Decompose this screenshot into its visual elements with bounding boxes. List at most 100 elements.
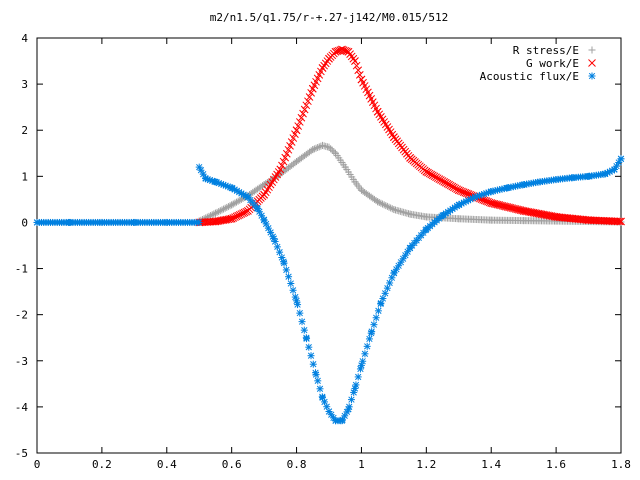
data-point [406,154,414,162]
data-point [213,208,221,216]
y-tick-label: 0 [21,216,28,229]
data-point [224,215,233,224]
data-point [244,193,252,201]
data-point [328,146,336,154]
data-point [228,201,236,209]
data-point [338,417,346,425]
data-point [357,75,366,84]
series-acoustic-flux-e [33,155,625,425]
data-point [286,142,294,150]
data-point [518,206,526,215]
data-point [585,172,593,180]
data-point [341,163,349,171]
data-point [382,202,390,210]
data-point [287,138,296,146]
x-tick-label: 1 [358,458,365,471]
data-point [307,89,316,97]
x-tick-label: 1.4 [481,458,501,471]
data-point [374,307,382,315]
data-point [195,218,203,226]
data-point [218,206,226,214]
data-point [617,155,625,163]
data-point [422,167,431,176]
y-tick-label: 3 [21,78,28,91]
data-point [227,214,236,223]
data-point [228,184,236,192]
data-point [487,199,496,207]
chart-title: m2/n1.5/q1.75/r-+.27-j142/M0.015/512 [210,11,448,24]
data-point [519,207,528,215]
data-point [244,207,252,215]
data-point [302,101,311,110]
data-point [373,107,382,116]
data-point [163,218,171,226]
data-point [276,165,285,174]
data-point [370,321,378,329]
data-point [305,343,313,351]
data-point [383,202,391,210]
data-point [312,144,320,152]
data-point [223,203,231,211]
data-point [270,235,278,243]
data-point [211,217,220,226]
data-point [221,204,229,212]
data-point [98,218,106,226]
data-point [601,170,609,178]
data-point [357,361,365,369]
data-point [352,61,361,70]
data-point [289,134,298,142]
data-point [195,163,203,171]
y-tick-label: 2 [21,124,28,137]
data-point [390,269,398,277]
data-point [202,175,210,183]
x-tick-label: 1.2 [416,458,436,471]
data-point [300,326,308,334]
data-point [379,200,387,208]
legend-label: G work/E [526,57,579,70]
data-point [319,394,327,402]
data-point [291,130,299,138]
data-point [520,181,528,189]
data-point [330,148,338,156]
data-point [315,143,323,151]
data-point [372,314,380,322]
data-point [297,113,306,122]
data-point [387,204,395,212]
data-point [388,205,396,213]
data-point [471,193,479,201]
data-point [304,97,312,106]
data-point [319,141,327,149]
data-point [351,384,359,392]
y-tick-label: 4 [21,32,28,45]
data-point [344,405,352,413]
data-point [487,188,495,196]
data-point [299,109,307,118]
data-point [406,210,414,218]
data-point [390,206,398,214]
data-point [284,145,293,154]
data-point [617,217,625,226]
data-point [282,266,290,274]
data-point [331,47,340,56]
data-point [295,118,304,126]
data-point [439,212,447,220]
data-point [254,205,262,213]
data-point [377,199,385,207]
data-point [325,54,333,63]
plot-frame [36,37,622,454]
x-tick-label: 0.6 [222,458,242,471]
data-point [361,350,369,358]
data-point [327,145,335,153]
y-tick-label: -4 [15,401,29,414]
legend-marker [588,59,596,67]
data-point [211,209,219,217]
data-point [211,178,219,186]
x-tick-label: 1.8 [611,458,631,471]
data-point [552,213,560,221]
data-point [293,158,301,166]
data-point [351,57,359,65]
data-point [289,286,297,294]
data-point [300,105,309,114]
axis-ticks: 0 0.2 0.4 0.6 0.8 1 1.2 1.4 1.6 1.8 4 3 2 1 0 -1 -2 -3 -4 -… [15,32,631,471]
